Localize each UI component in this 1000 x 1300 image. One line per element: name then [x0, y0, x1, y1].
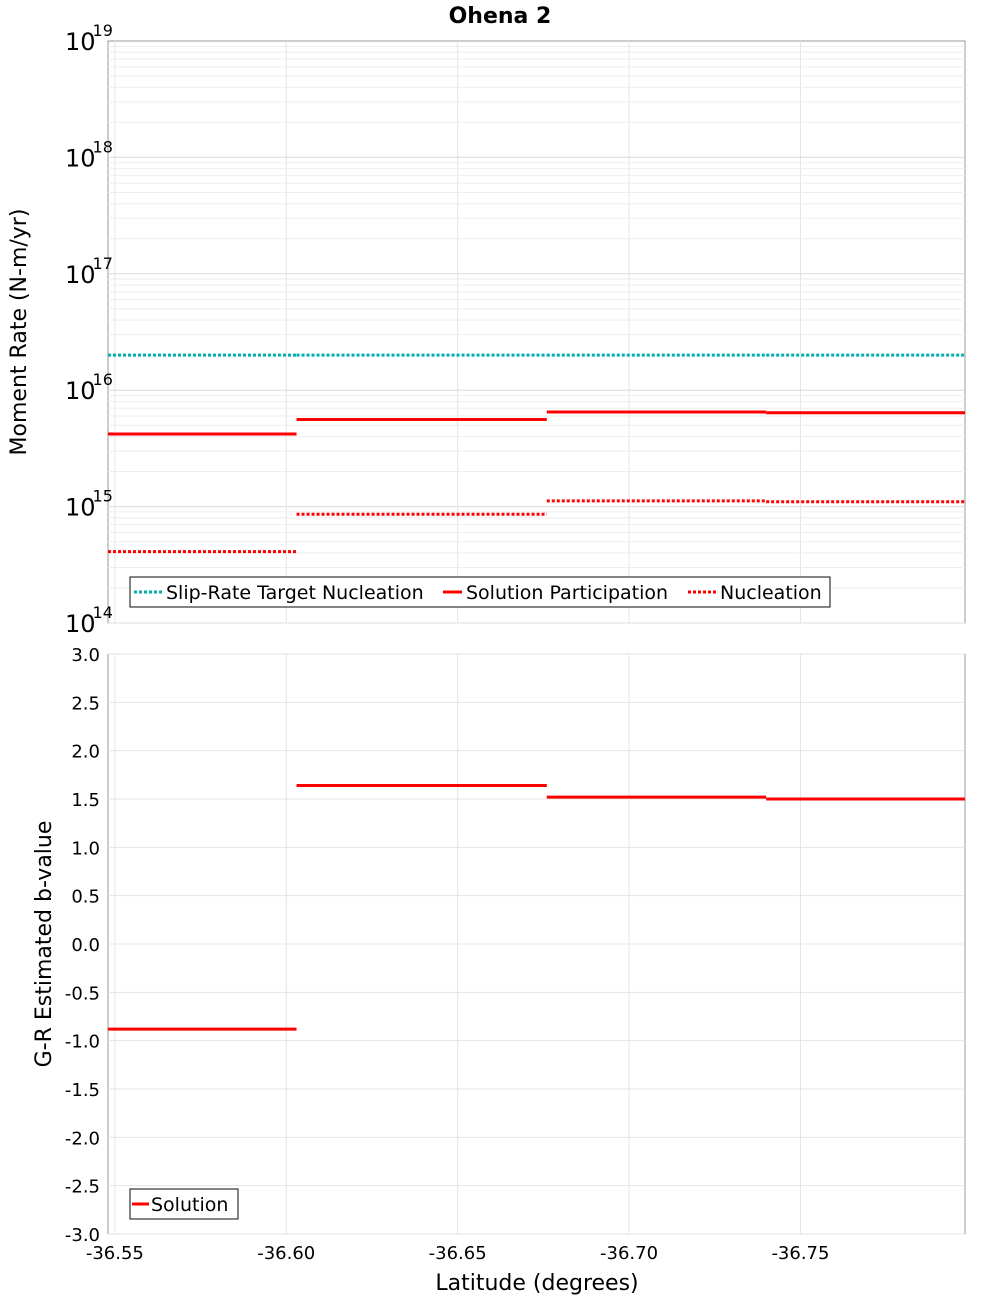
- y-tick-label: -1.0: [65, 1032, 100, 1053]
- b-value-legend: Solution: [129, 1188, 239, 1220]
- y-tick-label: 2.0: [71, 742, 100, 763]
- b-value-y-axis-label: G-R Estimated b-value: [32, 821, 57, 1068]
- moment-rate-panel: 1014 1015 1016 1017 1018 1019 Moment Rate (N-…: [7, 21, 966, 638]
- y-tick-label: -2.0: [65, 1128, 100, 1149]
- b-value-series: [108, 783, 965, 1031]
- x-axis-label: Latitude (degrees): [435, 1271, 638, 1296]
- b-value-panel: 3.0 2.5 2.0 1.5 1.0 0.5 0.0 -0.5 -1.0 -1.5 -2.0 -2.…: [32, 645, 966, 1296]
- moment-rate-gridlines: [108, 41, 965, 624]
- moment-rate-series: [108, 353, 965, 554]
- y-tick-label: 1018: [65, 137, 113, 172]
- y-tick-label: -2.5: [65, 1177, 100, 1198]
- y-tick-label: 1019: [65, 21, 113, 56]
- x-tick-label: -36.70: [600, 1243, 658, 1264]
- y-tick-label: 0.5: [71, 887, 100, 908]
- x-axis-ticks: -36.55 -36.60 -36.65 -36.70 -36.75: [86, 1243, 830, 1264]
- y-tick-label: 1.5: [71, 790, 100, 811]
- y-tick-label: 1015: [65, 487, 113, 522]
- legend-label-slip-rate-target: Slip-Rate Target Nucleation: [166, 582, 424, 604]
- legend-label-solution: Solution: [151, 1194, 228, 1216]
- b-value-y-ticks: 3.0 2.5 2.0 1.5 1.0 0.5 0.0 -0.5 -1.0 -1.5 -2.0 -2.…: [65, 645, 100, 1246]
- moment-rate-plot-area: [107, 40, 966, 624]
- moment-rate-y-axis-label: Moment Rate (N-m/yr): [7, 209, 32, 456]
- y-tick-label: 1014: [65, 603, 113, 638]
- legend-label-solution-participation: Solution Participation: [466, 582, 668, 604]
- legend-label-nucleation: Nucleation: [720, 582, 822, 604]
- b-value-legend-box: [129, 1188, 239, 1220]
- y-tick-label: 0.0: [71, 935, 100, 956]
- y-tick-label: -0.5: [65, 983, 100, 1004]
- x-tick-label: -36.60: [257, 1243, 315, 1264]
- x-tick-label: -36.75: [771, 1243, 829, 1264]
- chart-title: Ohena 2: [449, 4, 552, 29]
- y-tick-label: 1016: [65, 370, 113, 405]
- moment-rate-y-ticks: 1014 1015 1016 1017 1018 1019: [65, 21, 113, 638]
- y-tick-label: 1017: [65, 254, 113, 289]
- y-tick-label: -1.5: [65, 1080, 100, 1101]
- y-tick-label: 2.5: [71, 693, 100, 714]
- y-tick-label: -3.0: [65, 1225, 100, 1246]
- y-tick-label: 1.0: [71, 838, 100, 859]
- x-tick-label: -36.65: [429, 1243, 487, 1264]
- x-tick-label: -36.55: [86, 1243, 144, 1264]
- moment-rate-legend: Slip-Rate Target Nucleation Solution Par…: [129, 576, 831, 608]
- b-value-gridlines: [108, 653, 965, 1235]
- y-tick-label: 3.0: [71, 645, 100, 666]
